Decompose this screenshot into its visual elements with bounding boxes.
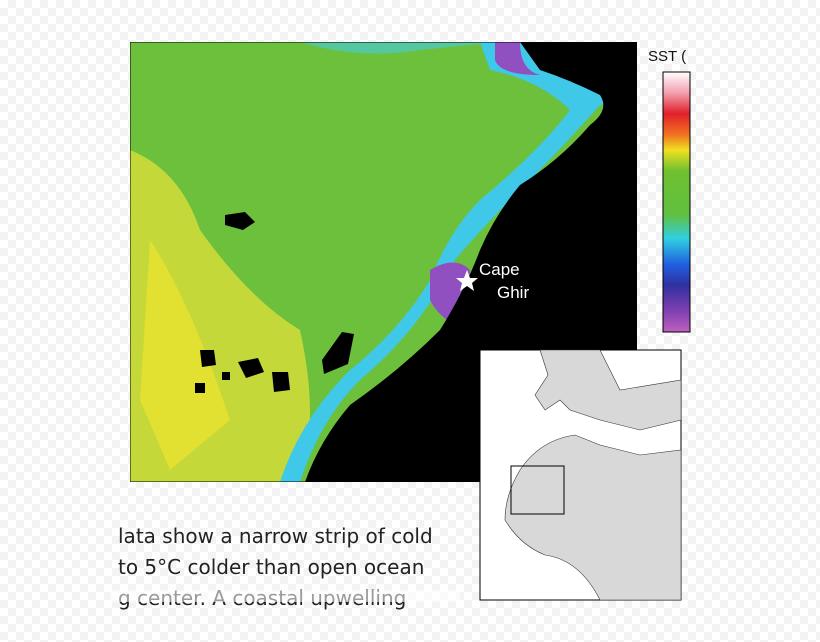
cape-ghir-marker (456, 270, 478, 291)
caption-crop (110, 590, 460, 602)
africa (504, 434, 682, 601)
caption-line: to 5°C colder than open ocean (118, 555, 424, 579)
upwelling-band (280, 42, 637, 482)
colorbar (662, 71, 691, 333)
caption-line: lata show a narrow strip of cold (118, 524, 433, 548)
place-label: Cape (479, 260, 520, 279)
europe (534, 349, 682, 431)
study-area-box (510, 465, 565, 515)
inset-map (479, 349, 682, 601)
warm-water (140, 240, 230, 470)
cold-core (430, 42, 540, 330)
cool-water (130, 42, 500, 54)
place-label: Ghir (497, 283, 529, 302)
legend-title: SST ( (648, 48, 686, 65)
